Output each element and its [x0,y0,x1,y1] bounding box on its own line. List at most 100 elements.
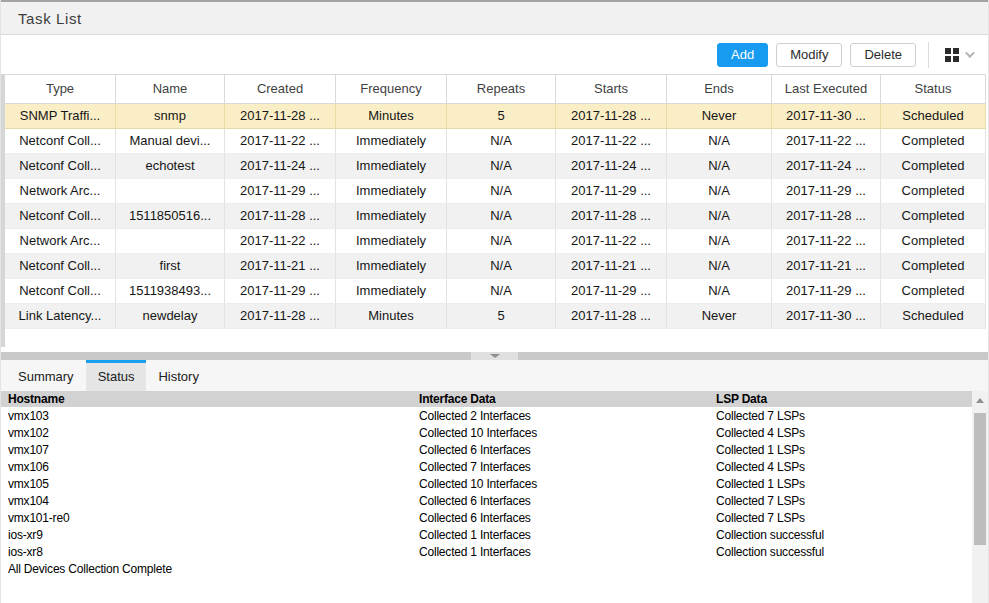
table-header-row: Type Name Created Frequency Repeats Star… [5,75,986,104]
table-row[interactable]: Netconf Coll... first 2017-11-21 ... Imm… [5,254,986,279]
starts-cell: 2017-11-29 ... [556,279,667,303]
chevron-down-icon [965,48,975,58]
tab[interactable]: Status [86,360,147,391]
repeats-cell: N/A [447,254,556,278]
lsp-data-cell: Collected 1 LSPs [716,477,974,491]
vertical-scrollbar[interactable] [972,391,988,603]
column-header[interactable]: Status [881,75,986,103]
last-executed-cell: 2017-11-24 ... [772,154,881,178]
lsp-data-cell: Collection successful [716,545,974,559]
column-header[interactable]: Repeats [447,75,556,103]
hostname-cell: vmx104 [8,494,419,508]
table-row[interactable]: Netconf Coll... 1511938493... 2017-11-29… [5,279,986,304]
table-row[interactable]: Network Arc... 2017-11-29 ... Immediatel… [5,179,986,204]
status-column-header: LSP Data [716,392,974,406]
table-row[interactable]: Netconf Coll... echotest 2017-11-24 ... … [5,154,986,179]
table-row[interactable]: Netconf Coll... 1511850516... 2017-11-28… [5,204,986,229]
interface-data-cell: Collected 10 Interfaces [419,477,716,491]
type-cell: Network Arc... [5,229,116,253]
task-list-window: Task List Add Modify Delete Type Name Cr… [0,0,989,603]
column-header[interactable]: Frequency [336,75,447,103]
status-body: vmx103 Collected 2 Interfaces Collected … [1,407,974,577]
last-executed-cell: 2017-11-30 ... [772,104,881,128]
frequency-cell: Immediately [336,254,447,278]
column-header[interactable]: Starts [556,75,667,103]
delete-button[interactable]: Delete [850,43,916,67]
hostname-cell: All Devices Collection Complete [8,562,419,576]
lsp-data-cell: Collected 7 LSPs [716,409,974,423]
ends-cell: N/A [667,254,772,278]
type-cell: Netconf Coll... [5,204,116,228]
status-cell: Completed [881,229,986,253]
name-cell: Manual devi... [116,129,225,153]
scroll-up-button[interactable] [972,391,988,409]
status-row: vmx107 Collected 6 Interfaces Collected … [1,441,974,458]
starts-cell: 2017-11-28 ... [556,104,667,128]
hostname-cell: vmx107 [8,443,419,457]
ends-cell: Never [667,104,772,128]
repeats-cell: N/A [447,204,556,228]
modify-button[interactable]: Modify [776,43,842,67]
name-cell: 1511938493... [116,279,225,303]
horizontal-splitter[interactable] [1,352,988,360]
repeats-cell: N/A [447,229,556,253]
type-cell: Link Latency... [5,304,116,328]
table-row[interactable]: SNMP Traffi... snmp 2017-11-28 ... Minut… [5,104,986,129]
starts-cell: 2017-11-21 ... [556,254,667,278]
lsp-data-cell: Collected 4 LSPs [716,460,974,474]
add-button[interactable]: Add [717,43,768,67]
hostname-cell: vmx103 [8,409,419,423]
type-cell: Network Arc... [5,179,116,203]
ends-cell: N/A [667,279,772,303]
interface-data-cell: Collected 2 Interfaces [419,409,716,423]
table-row[interactable]: Netconf Coll... Manual devi... 2017-11-2… [5,129,986,154]
created-cell: 2017-11-24 ... [225,154,336,178]
table-body: SNMP Traffi... snmp 2017-11-28 ... Minut… [5,104,986,329]
starts-cell: 2017-11-22 ... [556,229,667,253]
starts-cell: 2017-11-22 ... [556,129,667,153]
table-row[interactable]: Link Latency... newdelay 2017-11-28 ... … [5,304,986,329]
column-header[interactable]: Ends [667,75,772,103]
hostname-cell: vmx101-re0 [8,511,419,525]
collapse-panel-button[interactable] [471,352,518,360]
type-cell: Netconf Coll... [5,279,116,303]
column-header[interactable]: Name [116,75,225,103]
repeats-cell: N/A [447,179,556,203]
name-cell: snmp [116,104,225,128]
type-cell: Netconf Coll... [5,154,116,178]
column-header[interactable]: Type [5,75,116,103]
lsp-data-cell: Collected 4 LSPs [716,426,974,440]
repeats-cell: 5 [447,304,556,328]
last-executed-cell: 2017-11-30 ... [772,304,881,328]
interface-data-cell: Collected 1 Interfaces [419,528,716,542]
tab[interactable]: History [146,360,210,391]
last-executed-cell: 2017-11-22 ... [772,129,881,153]
ends-cell: Never [667,304,772,328]
table-row[interactable]: Network Arc... 2017-11-22 ... Immediatel… [5,229,986,254]
toolbar-separator [928,42,929,68]
column-header[interactable]: Created [225,75,336,103]
status-cell: Scheduled [881,104,986,128]
name-cell: 1511850516... [116,204,225,228]
status-cell: Scheduled [881,304,986,328]
status-row: vmx106 Collected 7 Interfaces Collected … [1,458,974,475]
frequency-cell: Immediately [336,279,447,303]
frequency-cell: Immediately [336,229,447,253]
created-cell: 2017-11-28 ... [225,204,336,228]
tab[interactable]: Summary [6,360,86,391]
ends-cell: N/A [667,229,772,253]
hostname-cell: ios-xr9 [8,528,419,542]
frequency-cell: Immediately [336,154,447,178]
grid-view-menu-button[interactable] [941,46,976,64]
column-header[interactable]: Last Executed [772,75,881,103]
status-cell: Completed [881,254,986,278]
starts-cell: 2017-11-28 ... [556,204,667,228]
created-cell: 2017-11-28 ... [225,304,336,328]
interface-data-cell: Collected 1 Interfaces [419,545,716,559]
status-row: vmx103 Collected 2 Interfaces Collected … [1,407,974,424]
scrollbar-thumb[interactable] [974,413,986,545]
created-cell: 2017-11-28 ... [225,104,336,128]
status-row: vmx101-re0 Collected 6 Interfaces Collec… [1,509,974,526]
repeats-cell: 5 [447,104,556,128]
frequency-cell: Minutes [336,304,447,328]
